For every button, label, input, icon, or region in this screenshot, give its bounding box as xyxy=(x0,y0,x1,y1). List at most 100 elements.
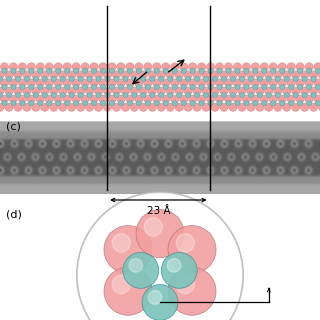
Circle shape xyxy=(68,87,76,95)
Circle shape xyxy=(65,68,70,74)
Circle shape xyxy=(45,79,53,87)
Circle shape xyxy=(253,100,258,106)
Circle shape xyxy=(316,84,320,90)
Circle shape xyxy=(220,87,228,95)
Circle shape xyxy=(42,92,47,98)
Circle shape xyxy=(94,71,103,79)
Circle shape xyxy=(90,63,98,71)
Circle shape xyxy=(2,68,7,74)
Circle shape xyxy=(65,100,70,106)
Circle shape xyxy=(233,95,242,103)
Circle shape xyxy=(251,63,260,71)
Circle shape xyxy=(296,63,304,71)
Circle shape xyxy=(262,84,267,90)
Circle shape xyxy=(289,100,294,106)
Circle shape xyxy=(104,226,152,274)
Circle shape xyxy=(175,71,183,79)
Circle shape xyxy=(14,71,22,79)
Circle shape xyxy=(266,76,271,82)
Circle shape xyxy=(112,275,131,294)
Circle shape xyxy=(248,92,253,98)
Circle shape xyxy=(136,210,184,258)
Circle shape xyxy=(50,87,58,95)
Circle shape xyxy=(83,84,88,90)
Circle shape xyxy=(278,63,286,71)
Circle shape xyxy=(256,103,264,111)
Circle shape xyxy=(51,76,56,82)
Circle shape xyxy=(103,103,112,111)
Circle shape xyxy=(139,87,148,95)
Circle shape xyxy=(206,63,215,71)
Circle shape xyxy=(148,291,162,304)
Circle shape xyxy=(204,92,209,98)
Circle shape xyxy=(296,79,304,87)
Circle shape xyxy=(175,87,183,95)
Circle shape xyxy=(23,71,31,79)
Circle shape xyxy=(289,68,294,74)
Circle shape xyxy=(211,71,219,79)
Circle shape xyxy=(135,63,143,71)
Circle shape xyxy=(247,87,255,95)
Circle shape xyxy=(226,100,231,106)
Circle shape xyxy=(92,84,97,90)
Circle shape xyxy=(123,92,128,98)
Circle shape xyxy=(217,84,222,90)
Circle shape xyxy=(176,234,194,252)
Circle shape xyxy=(23,87,31,95)
Circle shape xyxy=(314,79,320,87)
Circle shape xyxy=(188,95,197,103)
Circle shape xyxy=(20,100,25,106)
Circle shape xyxy=(186,92,191,98)
Circle shape xyxy=(208,68,213,74)
Circle shape xyxy=(85,87,94,95)
Circle shape xyxy=(112,87,121,95)
Circle shape xyxy=(274,87,282,95)
Circle shape xyxy=(153,95,161,103)
Circle shape xyxy=(11,100,16,106)
Circle shape xyxy=(127,100,132,106)
Circle shape xyxy=(41,87,49,95)
Circle shape xyxy=(171,63,179,71)
Circle shape xyxy=(221,92,227,98)
Circle shape xyxy=(292,103,300,111)
Circle shape xyxy=(238,103,246,111)
Circle shape xyxy=(235,68,240,74)
Circle shape xyxy=(132,76,137,82)
Circle shape xyxy=(193,71,201,79)
Circle shape xyxy=(60,76,65,82)
Circle shape xyxy=(280,100,285,106)
Circle shape xyxy=(76,71,85,79)
Circle shape xyxy=(271,84,276,90)
Circle shape xyxy=(112,71,121,79)
Circle shape xyxy=(247,71,255,79)
Circle shape xyxy=(195,92,200,98)
Circle shape xyxy=(150,76,155,82)
Circle shape xyxy=(199,84,204,90)
Circle shape xyxy=(244,84,249,90)
Circle shape xyxy=(92,68,97,74)
Circle shape xyxy=(162,63,170,71)
Circle shape xyxy=(27,95,36,103)
Circle shape xyxy=(309,87,318,95)
Circle shape xyxy=(266,92,271,98)
Circle shape xyxy=(181,84,186,90)
Circle shape xyxy=(224,79,233,87)
Circle shape xyxy=(72,95,80,103)
Circle shape xyxy=(69,76,74,82)
Circle shape xyxy=(76,87,85,95)
Circle shape xyxy=(11,84,16,90)
Circle shape xyxy=(135,95,143,103)
Circle shape xyxy=(56,84,61,90)
Circle shape xyxy=(103,71,112,79)
Circle shape xyxy=(54,79,62,87)
Circle shape xyxy=(20,84,25,90)
Circle shape xyxy=(212,76,218,82)
Circle shape xyxy=(307,84,312,90)
Circle shape xyxy=(32,71,40,79)
Circle shape xyxy=(275,92,280,98)
Circle shape xyxy=(292,71,300,79)
Circle shape xyxy=(148,71,156,79)
Circle shape xyxy=(298,68,303,74)
Circle shape xyxy=(56,68,61,74)
Circle shape xyxy=(269,95,277,103)
